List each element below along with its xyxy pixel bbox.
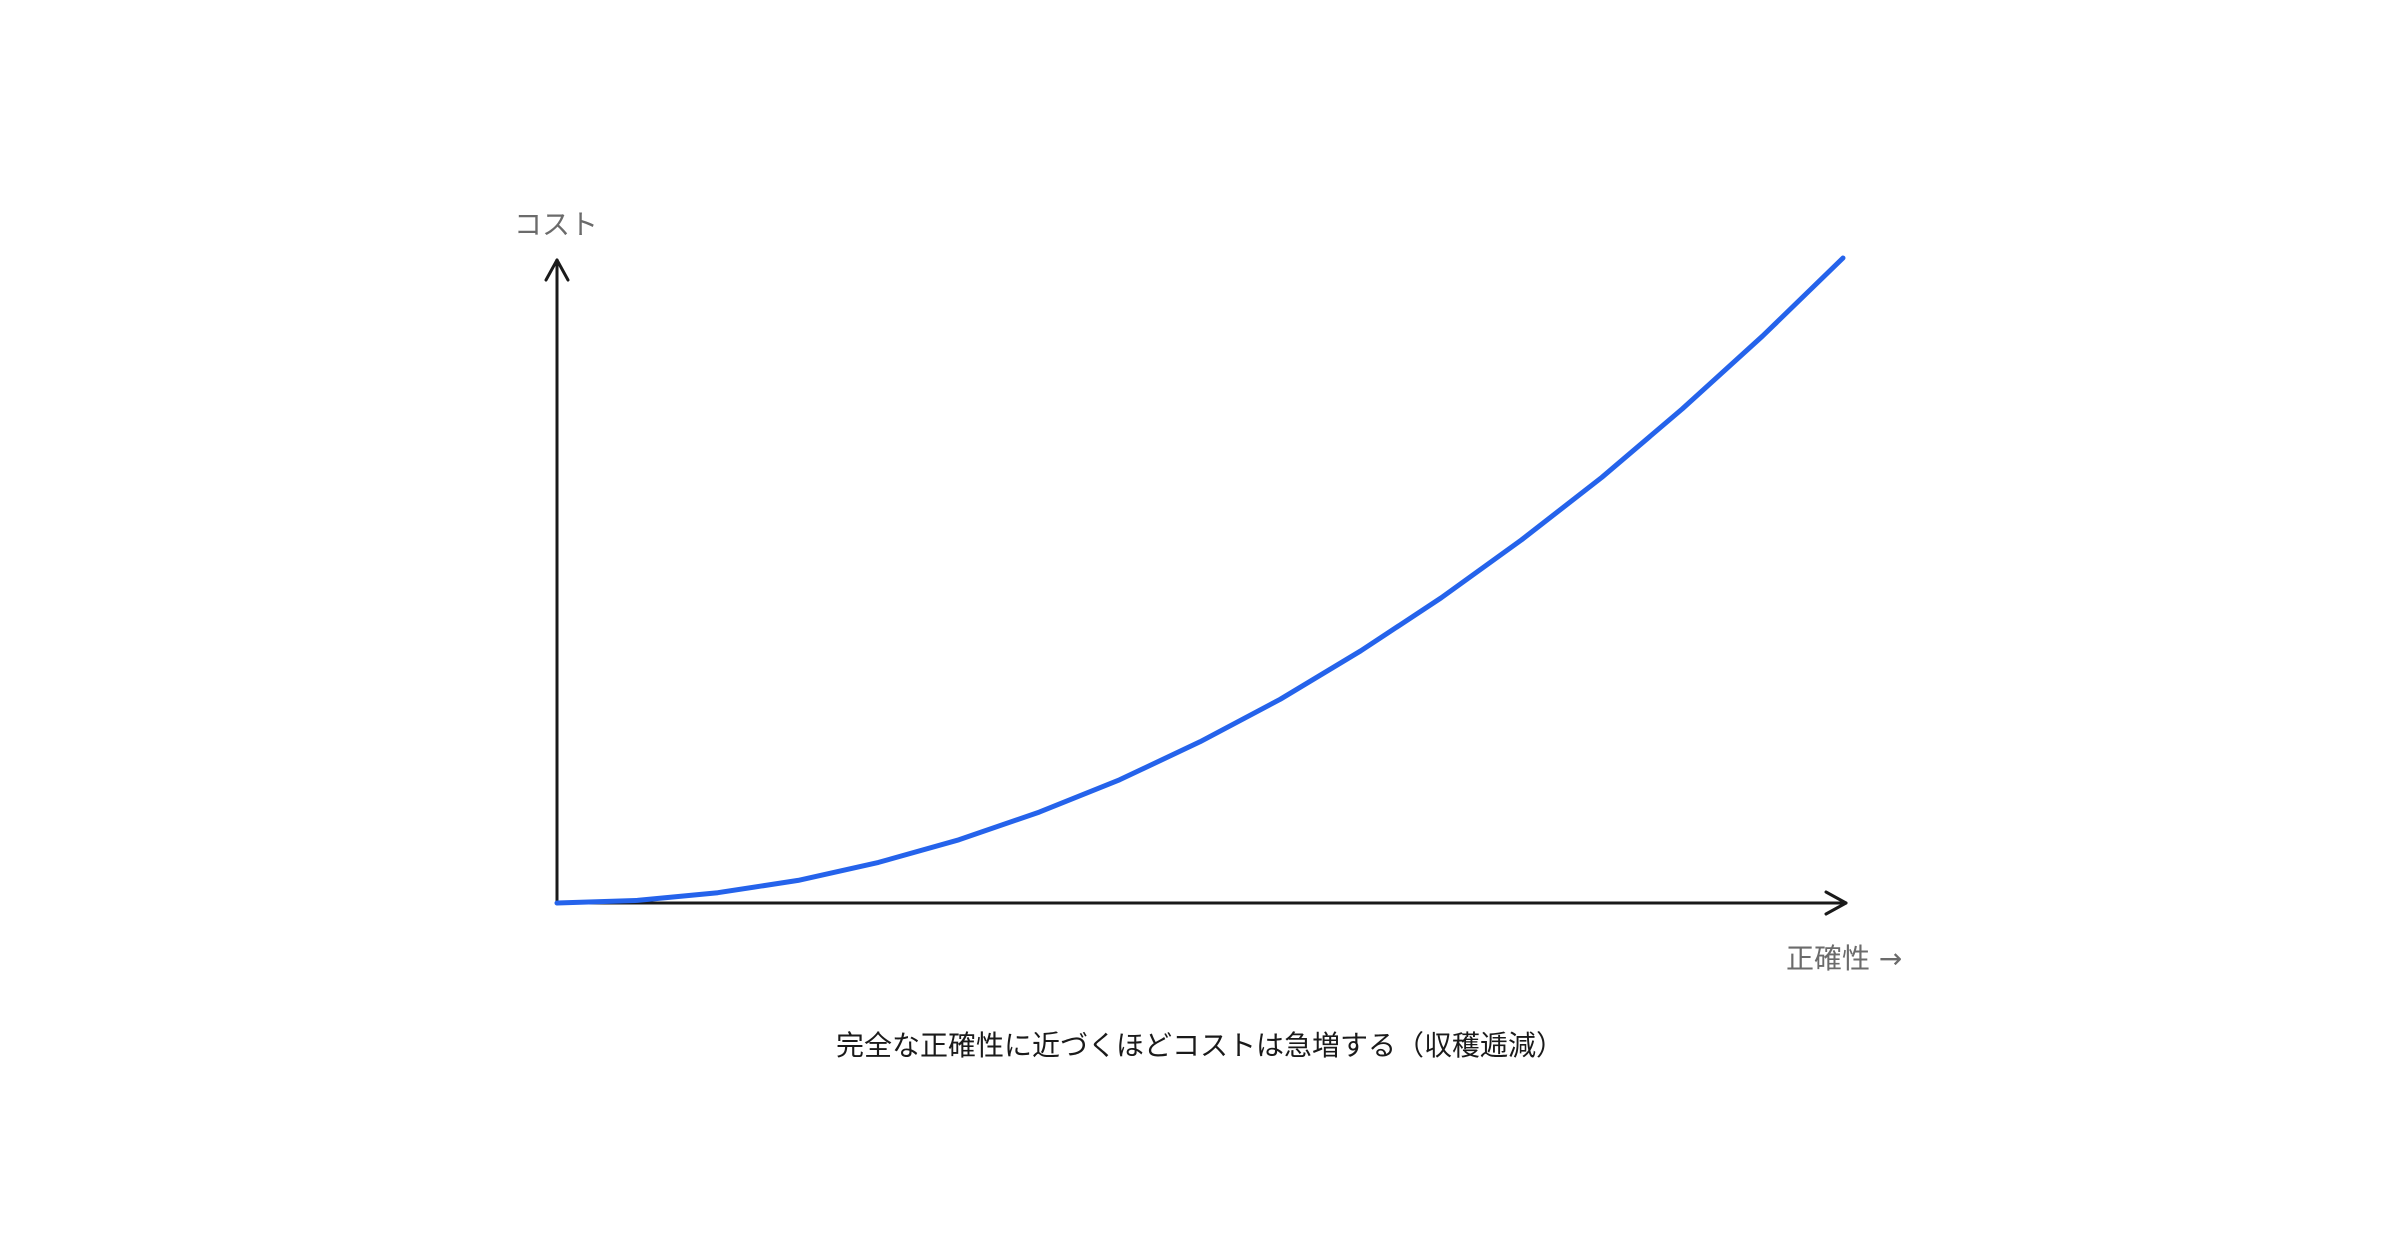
series-line-0 — [554, 255, 1846, 906]
chart-caption: 完全な正確性に近づくほどコストは急増する（収穫逓減） — [836, 1029, 1564, 1062]
axes — [544, 258, 1848, 916]
series-layer — [554, 255, 1846, 906]
x-axis-label: 正確性 → — [1786, 942, 1902, 975]
x-axis-arrowhead — [1824, 890, 1848, 916]
y-axis-label: コスト — [514, 208, 598, 241]
y-axis-arrowhead — [544, 258, 570, 282]
